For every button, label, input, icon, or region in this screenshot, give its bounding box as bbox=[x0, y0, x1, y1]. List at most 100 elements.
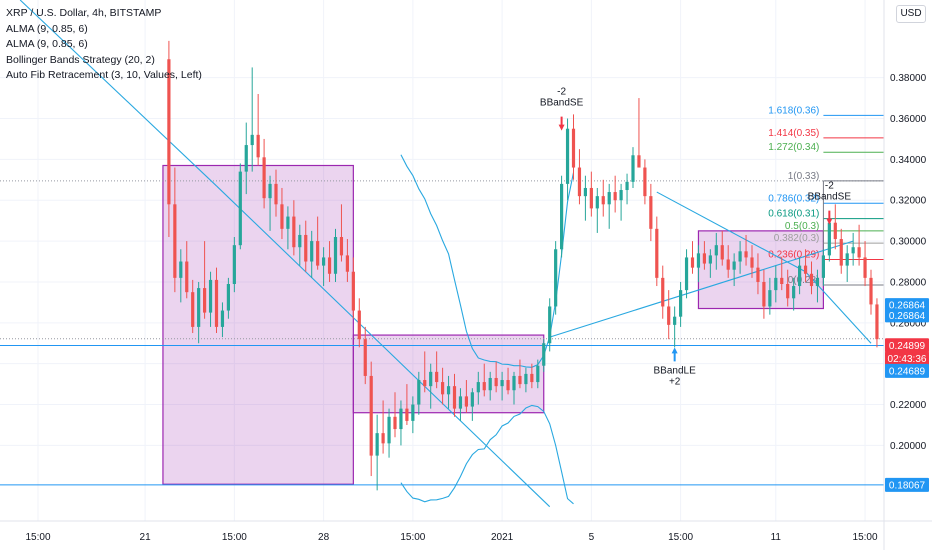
candle-body bbox=[214, 279, 219, 327]
price-tag bbox=[885, 351, 929, 366]
candle-body bbox=[643, 167, 647, 197]
candle-body bbox=[417, 380, 421, 405]
candle-body bbox=[595, 196, 599, 209]
candle-body bbox=[524, 373, 528, 385]
trend-line bbox=[216, 185, 551, 508]
candle-body bbox=[518, 375, 522, 385]
candle-body bbox=[768, 290, 772, 307]
signal-label: BBandSE bbox=[808, 192, 852, 203]
candle-body bbox=[345, 255, 349, 272]
x-tick-label: 5 bbox=[589, 532, 595, 543]
candle-body bbox=[792, 286, 796, 299]
candle-body bbox=[494, 377, 498, 387]
candle-body bbox=[744, 251, 748, 258]
arrow-down-icon bbox=[558, 116, 565, 131]
candle-body bbox=[756, 267, 760, 282]
candle-body bbox=[589, 187, 593, 209]
fib-level-label: 1.618(0.36) bbox=[768, 105, 819, 116]
fib-level-label: 0.5(0.3) bbox=[785, 221, 819, 232]
candle-body bbox=[696, 253, 701, 268]
price-tag-label: 0.24899 bbox=[889, 341, 926, 352]
price-tag bbox=[885, 477, 929, 492]
candle-body bbox=[875, 304, 879, 340]
candle-body bbox=[667, 306, 671, 325]
candle-body bbox=[571, 128, 576, 168]
candle-body bbox=[333, 237, 338, 274]
candle-body bbox=[857, 247, 861, 258]
candle-body bbox=[565, 128, 570, 184]
fib-level-label: 0.236(0.29) bbox=[768, 249, 819, 260]
candle-body bbox=[167, 59, 171, 205]
candle-body bbox=[803, 265, 808, 274]
candle-body bbox=[464, 396, 468, 407]
legend-indicator-fib[interactable]: Auto Fib Retracement (3, 10, Values, Lef… bbox=[6, 69, 202, 81]
candle-body bbox=[298, 234, 302, 248]
fib-level-label: 0(0.28) bbox=[788, 275, 820, 286]
x-tick-label: 28 bbox=[318, 532, 330, 543]
signal-label: BBandSE bbox=[540, 98, 584, 109]
candle-body bbox=[661, 277, 665, 307]
signal-qty: -2 bbox=[825, 181, 834, 192]
candle-body bbox=[560, 183, 564, 250]
legend-indicator-bollinger[interactable]: Bollinger Bands Strategy (20, 2) bbox=[6, 53, 155, 66]
candle-body bbox=[369, 375, 373, 456]
candle-body bbox=[351, 271, 355, 311]
candle-body bbox=[238, 171, 242, 246]
candle-body bbox=[232, 245, 236, 284]
legend-indicator-alma-2[interactable]: ALMA (9, 0.85, 6) bbox=[6, 38, 88, 50]
candle-body bbox=[244, 145, 248, 172]
currency-button[interactable]: USD bbox=[896, 5, 926, 23]
fib-level-label: 1.414(0.35) bbox=[768, 128, 819, 139]
candle-body bbox=[458, 396, 463, 409]
candle-body bbox=[548, 306, 552, 344]
candle-body bbox=[690, 257, 695, 268]
candle-body bbox=[786, 283, 790, 299]
trend-line bbox=[549, 240, 854, 338]
candle-body bbox=[327, 257, 332, 274]
candle-body bbox=[429, 371, 433, 387]
candle-body bbox=[220, 310, 225, 327]
candle-body bbox=[774, 277, 778, 291]
candle-body bbox=[357, 310, 361, 340]
candle-body bbox=[322, 257, 326, 266]
candle-body bbox=[780, 277, 784, 284]
candle-body bbox=[821, 255, 825, 278]
y-tick-label: 0.36000 bbox=[890, 114, 927, 125]
range-box bbox=[162, 164, 354, 485]
candle-body bbox=[827, 222, 831, 256]
candle-body bbox=[637, 155, 641, 168]
candle-body bbox=[673, 316, 677, 325]
candle-body bbox=[292, 216, 296, 248]
candle-body bbox=[476, 382, 480, 393]
candle-body bbox=[405, 408, 409, 421]
candle-body bbox=[679, 290, 683, 317]
price-tag-label: 0.24689 bbox=[889, 366, 926, 377]
candle-body bbox=[339, 237, 344, 256]
candle-body bbox=[197, 288, 201, 327]
candle-body bbox=[250, 134, 254, 146]
x-tick-label: 11 bbox=[771, 532, 782, 543]
candle-body bbox=[446, 386, 451, 395]
fib-level-label: 1.272(0.34) bbox=[768, 142, 819, 153]
candle-body bbox=[762, 281, 766, 307]
legend-indicator-alma-1[interactable]: ALMA (9, 0.85, 6) bbox=[6, 22, 88, 35]
price-tag-label: 0.26864 bbox=[889, 301, 926, 312]
candle-body bbox=[482, 382, 486, 391]
price-tag-label: 0.18067 bbox=[889, 480, 926, 491]
y-tick-label: 0.20000 bbox=[890, 441, 927, 452]
x-tick-label: 15:00 bbox=[853, 532, 878, 543]
candle-body bbox=[869, 277, 873, 305]
candle-body bbox=[577, 167, 582, 197]
y-tick-label: 0.28000 bbox=[890, 277, 927, 288]
arrow-up-icon bbox=[671, 347, 678, 362]
candle-body bbox=[399, 408, 403, 430]
candle-body bbox=[393, 416, 397, 430]
candle-body bbox=[173, 204, 177, 278]
candle-body bbox=[470, 392, 474, 407]
candle-body bbox=[441, 382, 445, 395]
x-tick-label: 15:00 bbox=[668, 532, 693, 543]
y-tick-label: 0.30000 bbox=[890, 237, 927, 248]
signal-label: BBandLE bbox=[654, 365, 697, 376]
candle-body bbox=[316, 241, 320, 266]
